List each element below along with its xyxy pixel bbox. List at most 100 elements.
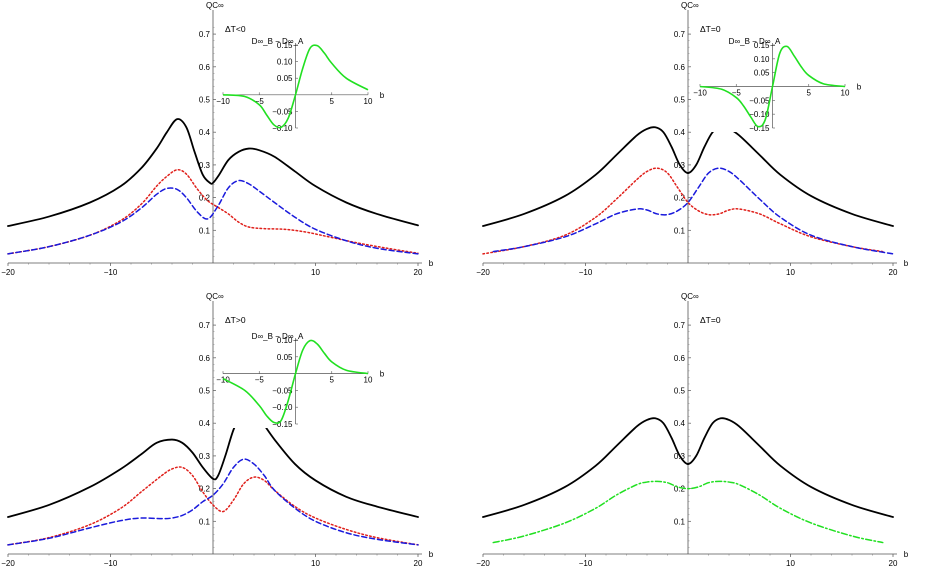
y-tick-label: 0.3 <box>199 452 211 461</box>
x-tick-label: 20 <box>889 559 898 568</box>
series-total-line <box>7 118 419 227</box>
series-blue-line <box>492 167 894 255</box>
x-tick-label: 20 <box>414 559 423 568</box>
inset-x-tick-label: −5 <box>732 89 742 98</box>
inset-x-axis-title: b <box>380 370 385 379</box>
inset-y-tick-label: 0.10 <box>754 55 770 64</box>
inset-background <box>221 37 386 132</box>
inset-difference-curve <box>222 44 369 129</box>
y-tick-label: 0.2 <box>674 485 686 494</box>
y-tick-label: 0.7 <box>199 321 211 330</box>
series-red-line <box>7 168 419 255</box>
delta-t-annotation: ΔT=0 <box>700 24 721 34</box>
y-tick-label: 0.4 <box>199 419 211 428</box>
y-tick-label: 0.1 <box>674 226 686 235</box>
y-tick-label: 0.3 <box>199 161 211 170</box>
panel-1: −20 −10 10 200.10.20.30.40.50.60.7QC∞bΔT<0−… <box>1 1 434 277</box>
y-axis-title: QC∞ <box>681 1 699 10</box>
x-tick-label: −10 <box>104 268 118 277</box>
series-green-line <box>492 480 884 544</box>
series-blue-line <box>7 458 419 546</box>
inset-x-tick-label: 5 <box>330 97 335 106</box>
y-tick-label: 0.6 <box>674 63 686 72</box>
series-red-line <box>482 167 884 255</box>
inset-x-tick-label: −5 <box>255 376 265 385</box>
panel-3: −20 −10 10 20 0.1 0.2 0.3 0.4 0.5 0.6 0.7 QC∞ b ΔT>0 −… <box>1 292 434 568</box>
y-tick-label: 0.6 <box>199 354 211 363</box>
y-tick-label: 0.6 <box>199 63 211 72</box>
y-tick-label: 0.1 <box>674 517 686 526</box>
x-tick-label: 10 <box>786 268 795 277</box>
y-axis-title: QC∞ <box>681 292 699 301</box>
inset-x-tick-label: 5 <box>330 376 335 385</box>
series-blue-line <box>7 179 419 255</box>
y-tick-label: 0.2 <box>674 194 686 203</box>
series-total-line <box>7 408 419 518</box>
x-tick-label: 10 <box>786 559 795 568</box>
x-tick-label: 10 <box>311 559 320 568</box>
y-tick-label: 0.4 <box>199 128 211 137</box>
y-tick-label: 0.7 <box>674 30 686 39</box>
panel-2: −20 −10 10 200.10.20.30.40.50.60.7QC∞bΔT=0−… <box>476 1 909 277</box>
y-tick-label: 0.4 <box>674 419 686 428</box>
inset-y-tick-label: 0.05 <box>277 74 293 83</box>
y-tick-label: 0.7 <box>199 30 211 39</box>
x-tick-label: −20 <box>1 268 15 277</box>
inset-plot: −10 −5 5 10 −0.15 −0.10 −0.05 0.05 0.10 b D∞_B − D… <box>216 332 386 429</box>
y-tick-label: 0.4 <box>674 128 686 137</box>
inset-x-tick-label: −5 <box>255 97 265 106</box>
series-total-line <box>482 126 894 227</box>
x-axis-title: b <box>429 550 434 559</box>
y-tick-label: 0.5 <box>199 387 211 396</box>
x-tick-label: −10 <box>104 559 118 568</box>
inset-y-tick-label: −0.10 <box>272 403 293 412</box>
inset-y-tick-label: −0.05 <box>749 96 770 105</box>
delta-t-annotation: ΔT<0 <box>225 24 246 34</box>
delta-t-annotation: ΔT=0 <box>700 315 721 325</box>
inset-y-tick-label: 0.10 <box>277 58 293 67</box>
x-tick-label: 20 <box>889 268 898 277</box>
inset-x-axis-title: b <box>857 83 862 92</box>
panel-4: −20 −10 10 200.10.20.30.40.50.60.7QC∞bΔT=0 <box>476 292 909 568</box>
inset-x-axis-title: b <box>380 91 385 100</box>
series-total-line <box>482 417 894 518</box>
x-tick-label: −20 <box>476 559 490 568</box>
inset-y-tick-label: −0.15 <box>272 420 293 429</box>
inset-y-tick-label: 0.05 <box>754 69 770 78</box>
y-axis-title: QC∞ <box>206 292 224 301</box>
y-tick-label: 0.5 <box>674 96 686 105</box>
inset-y-tick-label: 0.05 <box>277 353 293 362</box>
inset-difference-curve <box>222 339 369 424</box>
inset-x-tick-label: 5 <box>807 89 812 98</box>
inset-y-tick-label: −0.15 <box>749 124 770 133</box>
inset-x-tick-label: −10 <box>216 97 230 106</box>
inset-y-tick-label: −0.05 <box>272 107 293 116</box>
inset-y-tick-label: 0.15 <box>754 41 770 50</box>
inset-x-tick-label: −10 <box>693 89 707 98</box>
x-tick-label: 10 <box>311 268 320 277</box>
y-tick-label: 0.6 <box>674 354 686 363</box>
inset-y-tick-label: 0.15 <box>277 41 293 50</box>
inset-x-tick-label: 10 <box>364 97 373 106</box>
inset-x-tick-label: −10 <box>216 376 230 385</box>
inset-x-tick-label: 10 <box>841 89 850 98</box>
delta-t-annotation: ΔT>0 <box>225 315 246 325</box>
inset-background <box>221 332 386 428</box>
inset-y-tick-label: −0.05 <box>272 386 293 395</box>
inset-y-tick-label: −0.10 <box>749 110 770 119</box>
inset-x-tick-label: 10 <box>364 376 373 385</box>
y-tick-label: 0.5 <box>199 96 211 105</box>
x-axis-title: b <box>429 259 434 268</box>
x-tick-label: −10 <box>579 559 593 568</box>
inset-plot: −10 −5 5 10 −0.15 −0.10 −0.05 0.05 0.10 0.15 b D∞_B… <box>693 37 863 133</box>
y-tick-label: 0.7 <box>674 321 686 330</box>
inset-plot: −10 −5 5 10 −0.10 −0.05 0.05 0.10 0.15 b D∞_B − D∞… <box>216 37 386 133</box>
y-axis-title: QC∞ <box>206 1 224 10</box>
y-tick-label: 0.1 <box>199 226 211 235</box>
inset-y-axis-title: D∞_B − D∞_A <box>252 37 304 46</box>
inset-y-tick-label: −0.10 <box>272 124 293 133</box>
inset-y-tick-label: 0.10 <box>277 336 293 345</box>
series-red-line <box>7 466 419 546</box>
y-tick-label: 0.2 <box>199 485 211 494</box>
